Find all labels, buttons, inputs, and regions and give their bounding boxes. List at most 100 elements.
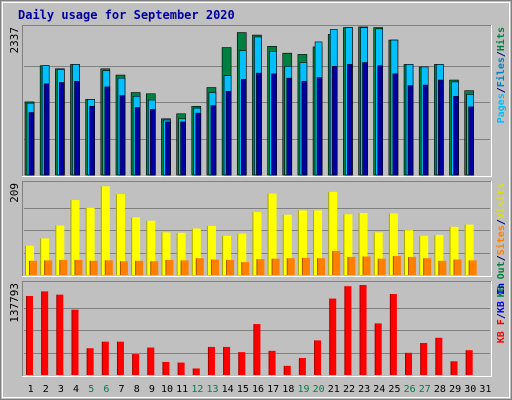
bar-pages (468, 106, 474, 176)
x-tick-label: 30 (464, 384, 476, 395)
bar-pages (362, 62, 368, 176)
bar-shadow (191, 228, 193, 275)
bar-shadow (267, 193, 269, 275)
bar-sites (408, 256, 417, 275)
bar-sites (317, 258, 326, 275)
x-tick-label: 12 (191, 384, 203, 395)
bar-kb-f (465, 350, 473, 375)
bar-shadow (135, 260, 137, 275)
bar-shadow (101, 341, 103, 375)
bar-kb-f (223, 346, 231, 375)
x-tick-label: 25 (388, 384, 400, 395)
bar-shadow (313, 210, 315, 275)
bar-pages (331, 65, 338, 176)
series-sites (29, 250, 477, 275)
bar-visits (115, 194, 125, 275)
legend-entry: Files (495, 57, 507, 87)
x-tick-label: 14 (222, 384, 234, 395)
bar-kb-f (238, 352, 246, 375)
bar-visits (449, 226, 459, 275)
bar-shadow (464, 224, 466, 275)
bar-sites (104, 260, 113, 275)
bar-kb-f (268, 350, 276, 375)
bar-pages (316, 77, 323, 176)
x-tick-label: 13 (206, 384, 218, 395)
bar-shadow (282, 214, 284, 275)
bar-shadow (119, 261, 121, 275)
bar-sites (362, 256, 371, 275)
bar-shadow (423, 258, 425, 275)
bar-shadow (388, 213, 390, 275)
x-tick-label: 21 (328, 384, 340, 395)
legend-entry: KB In (496, 283, 507, 313)
bar-kb-f (86, 348, 94, 375)
bar-visits (40, 238, 50, 275)
bar-sites (44, 260, 53, 275)
bar-shadow (150, 261, 152, 275)
bar-sites (165, 259, 174, 275)
x-tick-label: 24 (373, 384, 385, 395)
bar-shadow (392, 256, 394, 275)
bar-kb-f (177, 362, 185, 375)
bar-shadow (226, 259, 228, 275)
bar-kb-f (314, 340, 322, 375)
y-max-label: 209 (8, 183, 21, 203)
x-tick-label: 9 (149, 384, 155, 395)
bar-kb-f (116, 341, 124, 375)
bar-kb-f (435, 337, 443, 375)
x-tick-label: 11 (176, 384, 188, 395)
bar-shadow (404, 230, 406, 275)
bar-shadow (74, 259, 76, 275)
bar-visits (328, 191, 338, 275)
bar-shadow (434, 234, 436, 275)
bar-shadow (405, 352, 407, 375)
bar-shadow (206, 225, 208, 275)
bar-pages (301, 80, 308, 176)
bar-pages (347, 64, 353, 176)
bar-shadow (147, 347, 149, 375)
bar-sites (241, 262, 250, 275)
bar-shadow (438, 260, 440, 275)
bar-visits (85, 207, 95, 275)
bar-shadow (161, 232, 163, 275)
bar-shadow (116, 341, 118, 375)
bar-shadow (252, 212, 254, 275)
bar-shadow (317, 258, 319, 275)
bar-shadow (314, 340, 316, 375)
bar-kb-f (344, 286, 352, 375)
bar-shadow (329, 298, 331, 375)
legend-entry: Visits (495, 183, 507, 219)
bar-shadow (286, 258, 288, 275)
bar-shadow (301, 257, 303, 275)
x-tick-label: 31 (479, 384, 491, 395)
bar-pages (271, 73, 277, 176)
bar-shadow (362, 256, 364, 275)
bar-sites (347, 256, 356, 275)
bar-shadow (465, 350, 467, 375)
bar-shadow (271, 258, 273, 275)
bar-pages (149, 109, 156, 176)
bar-kb-f (359, 285, 367, 375)
bar-pages (119, 95, 126, 176)
bar-shadow (373, 232, 375, 275)
bar-shadow (180, 260, 182, 275)
bar-visits (222, 235, 232, 275)
bar-kb-f (450, 361, 458, 375)
bar-pages (392, 73, 399, 176)
bar-sites (180, 260, 189, 275)
bar-pages (453, 95, 459, 176)
x-tick-label: 27 (419, 384, 431, 395)
bar-kb-f (420, 342, 428, 375)
bar-shadow (450, 361, 452, 375)
bar-shadow (435, 337, 437, 375)
bar-shadow (343, 214, 345, 275)
bar-sites (135, 260, 144, 275)
bar-sites (195, 258, 204, 275)
bar-visits (206, 225, 216, 275)
bar-sites (301, 257, 310, 275)
bar-kb-f (56, 294, 64, 375)
bar-sites (392, 256, 401, 275)
series-legend: Pages/Files/Hits (495, 27, 507, 123)
bar-shadow (115, 194, 117, 275)
